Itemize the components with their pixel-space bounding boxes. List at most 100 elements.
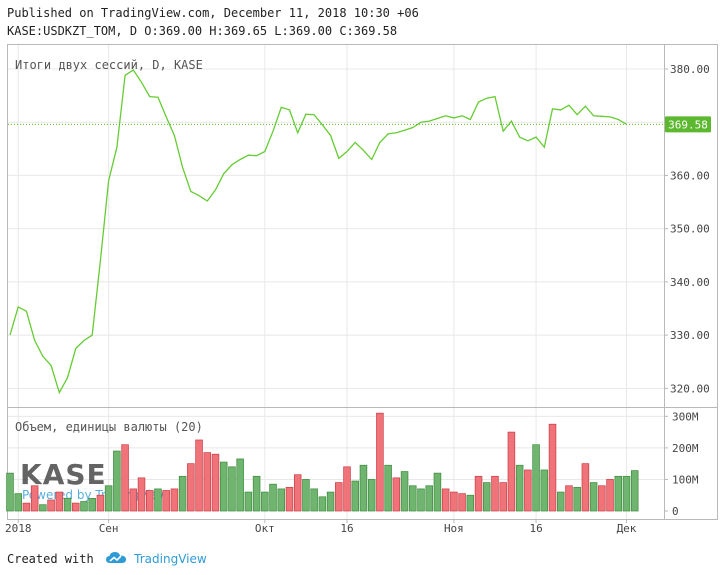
volume-bar-up — [630, 470, 639, 512]
volume-bar-down — [441, 488, 450, 512]
time-tick-label: 16 — [529, 522, 542, 535]
time-tick-label: 2018 — [5, 522, 32, 535]
volume-bar-up — [63, 498, 72, 512]
price-tick-label: 330.00 — [670, 329, 710, 342]
symbol-ohlc-info: KASE:USDKZT_TOM, D O:369.00 H:369.65 L:3… — [7, 24, 398, 38]
volume-bar-up — [80, 501, 88, 512]
volume-tick-label: 200M — [672, 442, 699, 455]
tradingview-brand[interactable]: TradingView — [134, 552, 207, 566]
last-price-badge: 369.58 — [665, 116, 711, 133]
volume-bar-up — [6, 472, 14, 512]
time-tick-label: Дек — [617, 522, 637, 535]
volume-bar-down — [96, 494, 105, 512]
volume-bar-down — [458, 493, 466, 512]
volume-bar-up — [540, 469, 549, 512]
price-tick-label: 350.00 — [670, 223, 710, 236]
volume-bar-up — [556, 491, 565, 512]
volume-bars — [6, 412, 639, 512]
created-with-label: Created with — [7, 552, 94, 566]
volume-bar-up — [178, 475, 187, 512]
volume-bar-up — [302, 479, 310, 512]
volume-bar-up — [88, 498, 96, 512]
volume-bar-up — [154, 488, 162, 512]
volume-bar-up — [367, 479, 376, 512]
volume-bar-down — [203, 452, 212, 512]
price-tick-label: 380.00 — [670, 63, 710, 76]
volume-bar-up — [417, 488, 425, 512]
volume-bar-down — [211, 453, 220, 512]
volume-bar-down — [285, 486, 294, 512]
volume-bar-down — [598, 485, 606, 512]
published-info: Published on TradingView.com, December 1… — [7, 6, 419, 20]
volume-bar-down — [507, 431, 516, 512]
volume-bar-up — [236, 458, 244, 512]
volume-bar-down — [474, 475, 483, 512]
time-tick-label: Сен — [99, 522, 119, 535]
volume-bar-up — [466, 494, 475, 512]
volume-bar-down — [524, 469, 532, 512]
volume-bar-up — [219, 461, 228, 512]
volume-bar-up — [39, 504, 47, 512]
volume-tick-label: 0 — [672, 505, 679, 518]
volume-bar-up — [261, 491, 269, 512]
volume-bar-up — [483, 482, 491, 512]
tradingview-cloud-icon — [105, 552, 126, 563]
volume-bar-down — [548, 423, 557, 512]
volume-bar-down — [606, 479, 614, 512]
volume-bar-up — [589, 482, 598, 512]
price-legend: Итоги двух сессий, D, KASE — [15, 58, 203, 72]
volume-bar-down — [376, 412, 384, 512]
volume-bar-up — [310, 488, 318, 512]
volume-bar-down — [72, 502, 80, 512]
volume-bar-down — [499, 482, 507, 512]
volume-bar-down — [162, 490, 170, 512]
time-tick-label: Окт — [255, 522, 275, 535]
volume-tick-label: 100M — [672, 473, 699, 486]
axes: 320.00330.00340.00350.00360.00370.00380.… — [5, 63, 710, 535]
volume-bar-down — [55, 491, 64, 512]
volume-bar-down — [293, 474, 302, 512]
price-series — [8, 69, 664, 395]
volume-bar-down — [170, 488, 179, 512]
volume-bar-up — [252, 475, 261, 512]
volume-bar-down — [565, 485, 573, 512]
volume-bar-up — [409, 485, 417, 512]
volume-tick-label: 300M — [672, 410, 699, 423]
volume-bar-down — [195, 439, 203, 512]
price-volume-chart[interactable]: KASE Powered by TradingView 320.00 330.00… — [0, 0, 720, 545]
volume-bar-up — [433, 472, 442, 512]
volume-bar-up — [425, 485, 433, 512]
volume-bar-down — [145, 490, 154, 512]
volume-bar-up — [269, 483, 277, 512]
time-tick-label: 16 — [340, 522, 353, 535]
footer: Created with TradingView — [7, 551, 207, 566]
volume-bar-up — [351, 480, 359, 512]
volume-bar-down — [187, 463, 195, 512]
volume-bar-down — [450, 491, 458, 512]
volume-bar-up — [104, 485, 113, 512]
volume-bar-up — [113, 450, 121, 512]
volume-bar-down — [335, 482, 343, 512]
volume-bar-down — [47, 499, 55, 512]
volume-bar-down — [129, 488, 138, 512]
price-tick-label: 340.00 — [670, 276, 710, 289]
price-tick-label: 360.00 — [670, 169, 710, 182]
volume-bar-up — [400, 471, 409, 512]
volume-bar-down — [22, 502, 31, 512]
volume-bar-down — [121, 444, 129, 512]
volume-bar-up — [277, 488, 286, 512]
volume-bar-up — [515, 464, 524, 512]
kase-watermark: KASE Powered by TradingView — [20, 458, 168, 502]
last-price-label: 369.58 — [668, 118, 708, 131]
time-tick-label: Ноя — [444, 522, 464, 535]
volume-bar-up — [14, 493, 22, 512]
volume-bar-down — [137, 477, 146, 512]
volume-bar-down — [30, 485, 39, 512]
price-tick-label: 320.00 — [670, 382, 710, 395]
volume-bar-up — [532, 444, 540, 512]
volume-bar-down — [392, 477, 401, 512]
price-line — [9, 69, 627, 395]
volume-bar-up — [384, 464, 392, 512]
grid — [8, 45, 664, 519]
volume-bar-up — [622, 475, 631, 512]
